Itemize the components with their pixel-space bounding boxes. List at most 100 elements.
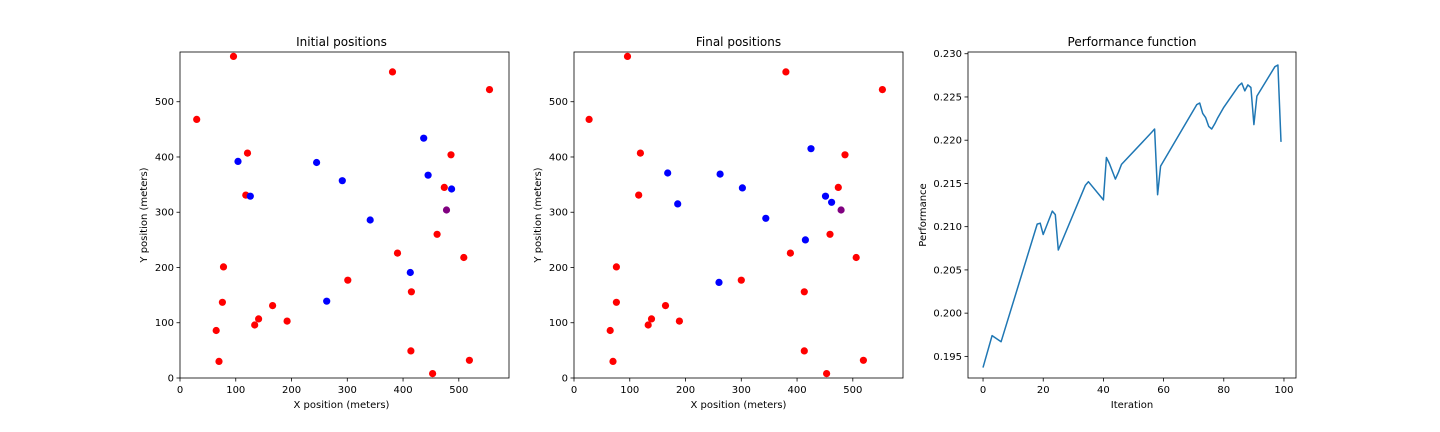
final-positions-point-0-20 [609, 357, 617, 365]
final-positions-point-1-2 [807, 145, 815, 153]
final-positions-xtick-label-5: 500 [843, 385, 862, 396]
initial-positions-point-1-4 [424, 171, 432, 179]
final-positions-ylabel: Y position (meters) [533, 167, 544, 263]
final-positions-point-0-12 [737, 276, 745, 284]
initial-positions-ytick-label-2: 200 [155, 263, 174, 274]
initial-positions-point-2-0 [442, 206, 451, 214]
initial-positions-point-0-18 [251, 321, 259, 329]
initial-positions-xtick-label-3: 300 [338, 385, 357, 396]
final-positions-panel: Final positions X position (meters) Y po… [533, 35, 904, 411]
final-positions-point-0-10 [612, 263, 621, 271]
performance-function-ytick-label-6: 0.225 [933, 92, 962, 103]
performance-function-xtick-label-5: 100 [1274, 385, 1293, 396]
final-positions-point-0-17 [675, 317, 684, 325]
final-positions-point-0-15 [612, 298, 621, 306]
final-positions-point-1-3 [738, 184, 747, 192]
performance-function-axes-frame [967, 51, 1297, 379]
initial-positions-xlabel: X position (meters) [294, 400, 390, 411]
final-positions-point-1-5 [828, 198, 836, 206]
final-positions-point-2-0 [837, 206, 845, 214]
final-positions-point-0-0 [585, 115, 593, 123]
final-positions-point-0-5 [841, 151, 849, 159]
final-positions-point-0-9 [826, 230, 834, 238]
initial-positions-point-0-7 [440, 183, 448, 191]
final-positions-point-1-1 [716, 170, 724, 178]
initial-positions-point-1-9 [323, 297, 331, 305]
final-positions-xtick-label-4: 400 [788, 385, 807, 396]
performance-function-panel: Performance function Iteration Performan… [918, 35, 1297, 411]
initial-positions-point-0-20 [215, 357, 223, 365]
final-positions-xlabel: X position (meters) [691, 400, 787, 411]
performance-function-line-0 [982, 64, 1282, 368]
final-positions-xtick-label-0: 0 [571, 385, 577, 396]
final-positions-point-0-22 [859, 356, 868, 364]
performance-function-ytick-label-1: 0.200 [933, 309, 962, 320]
initial-positions-panel: Initial positions X position (meters) Y … [139, 35, 510, 411]
final-positions-point-0-4 [636, 149, 645, 157]
final-positions-xtick-label-1: 100 [620, 385, 639, 396]
initial-positions-point-0-8 [393, 249, 402, 257]
initial-positions-point-1-6 [246, 192, 254, 200]
initial-positions-point-0-4 [243, 149, 252, 157]
performance-function-ytick-label-4: 0.215 [933, 179, 962, 190]
initial-positions-point-0-19 [212, 326, 220, 335]
initial-positions-point-1-3 [338, 177, 346, 185]
initial-positions-xtick-label-5: 500 [449, 385, 468, 396]
final-positions-point-0-3 [878, 86, 887, 94]
initial-positions-point-0-12 [344, 276, 352, 284]
initial-positions-point-0-3 [485, 86, 494, 94]
initial-positions-ytick-label-3: 300 [155, 208, 174, 219]
initial-positions-point-0-14 [269, 302, 277, 310]
initial-positions-ylabel: Y position (meters) [139, 167, 150, 263]
final-positions-point-1-8 [801, 236, 810, 244]
final-positions-point-0-7 [834, 183, 842, 191]
performance-function-ytick-label-0: 0.195 [933, 352, 962, 363]
performance-function-ytick-label-3: 0.210 [933, 222, 962, 233]
final-positions-xtick-label-3: 300 [732, 385, 751, 396]
performance-function-xtick-label-3: 60 [1157, 385, 1170, 396]
final-positions-point-1-0 [664, 169, 672, 177]
final-positions-point-1-7 [762, 214, 770, 222]
final-positions-point-0-18 [644, 321, 652, 329]
performance-function-ytick-label-7: 0.230 [933, 49, 962, 60]
performance-function-xtick-label-0: 0 [980, 385, 986, 396]
initial-positions-point-0-22 [465, 356, 473, 364]
performance-function-title: Performance function [1068, 35, 1197, 49]
final-positions-point-0-14 [661, 302, 670, 310]
initial-positions-xtick-label-2: 200 [282, 385, 301, 396]
final-positions-point-1-9 [715, 278, 723, 286]
performance-function-ylabel: Performance [918, 183, 929, 246]
initial-positions-point-1-1 [313, 158, 321, 167]
final-positions-point-0-2 [782, 68, 790, 76]
initial-positions-point-1-7 [366, 216, 374, 224]
final-positions-point-1-6 [674, 200, 682, 208]
final-positions-ytick-label-0: 0 [562, 374, 568, 385]
final-positions-ytick-label-3: 300 [549, 208, 568, 219]
final-positions-xtick-label-2: 200 [676, 385, 695, 396]
initial-positions-ytick-label-4: 400 [155, 152, 174, 163]
initial-positions-ytick-label-5: 500 [155, 97, 174, 108]
initial-positions-xtick-label-0: 0 [177, 385, 183, 396]
final-positions-axes-frame [573, 51, 904, 379]
initial-positions-point-0-9 [433, 230, 441, 238]
initial-positions-point-0-23 [429, 370, 437, 378]
final-positions-point-0-21 [800, 347, 808, 355]
initial-positions-xtick-label-1: 100 [226, 385, 245, 396]
initial-positions-point-1-5 [448, 185, 456, 193]
final-positions-ytick-label-2: 200 [549, 263, 568, 274]
final-positions-point-0-6 [635, 191, 643, 199]
initial-positions-point-1-8 [406, 268, 414, 277]
initial-positions-point-0-13 [407, 288, 415, 296]
initial-positions-point-0-21 [407, 347, 415, 355]
performance-function-ytick-label-2: 0.205 [933, 265, 962, 276]
initial-positions-title: Initial positions [296, 35, 387, 49]
final-positions-point-0-8 [786, 249, 795, 257]
performance-function-xlabel: Iteration [1111, 400, 1153, 411]
initial-positions-point-0-17 [283, 317, 291, 325]
final-positions-point-0-11 [852, 253, 860, 262]
initial-positions-point-1-0 [234, 157, 242, 165]
final-positions-title: Final positions [696, 35, 781, 49]
performance-function-ytick-label-5: 0.220 [933, 136, 962, 147]
